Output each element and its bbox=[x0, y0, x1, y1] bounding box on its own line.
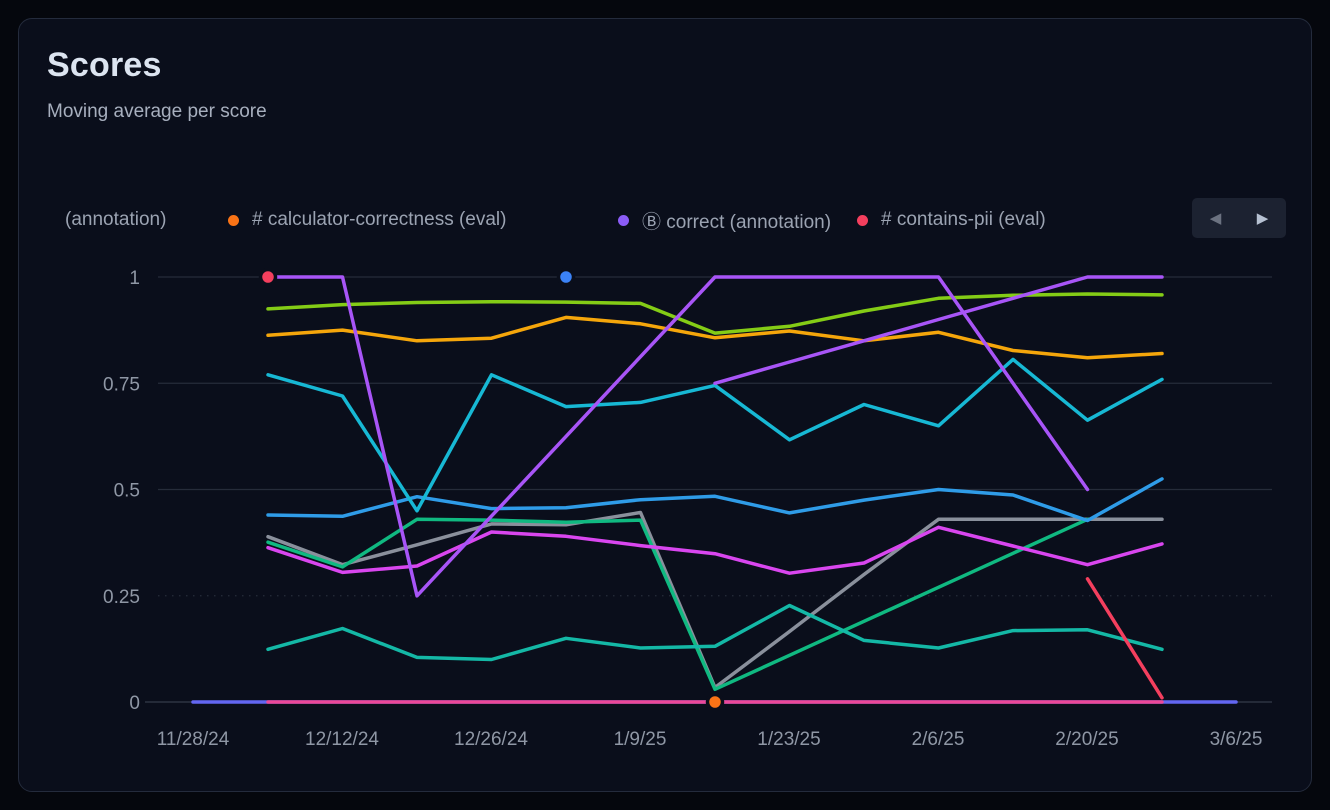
series-line-Ⓑ correct (annotation) bbox=[266, 275, 1090, 598]
left-chevron-icon: ◀ bbox=[1209, 210, 1222, 227]
x-tick-label: 11/28/24 bbox=[157, 729, 230, 750]
legend-dot-purple-icon bbox=[618, 214, 629, 226]
y-tick-label: 0.75 bbox=[103, 374, 140, 395]
y-tick-label: 0.5 bbox=[114, 481, 140, 502]
x-tick-label: 1/23/25 bbox=[757, 729, 820, 750]
scores-card bbox=[18, 18, 1312, 792]
x-tick-label: 2/6/25 bbox=[912, 729, 965, 750]
x-tick-label: 12/12/24 bbox=[305, 729, 379, 750]
data-point-# calculator-correctness (eval) bbox=[705, 692, 725, 712]
series-line-series-purple-rising bbox=[713, 275, 1164, 386]
data-point-# contains-pii (eval) bbox=[258, 267, 278, 287]
legend-dot-red-icon bbox=[857, 214, 868, 226]
x-tick-label: 3/6/25 bbox=[1210, 729, 1263, 750]
x-tick-label: 1/9/25 bbox=[614, 729, 667, 750]
x-tick-label: 2/20/25 bbox=[1055, 729, 1118, 750]
series-line-# contains-pii (eval) bbox=[1085, 577, 1164, 700]
page-subtitle: Moving average per score bbox=[47, 101, 267, 122]
legend-dot-orange-icon bbox=[228, 214, 239, 226]
series-line-series-lime bbox=[266, 292, 1164, 335]
series-line-series-blue bbox=[266, 477, 1164, 523]
x-tick-label: 12/26/24 bbox=[454, 729, 528, 750]
legend-label: Ⓑ correct (annotation) bbox=[642, 211, 832, 233]
series-line-series-teal bbox=[266, 603, 1164, 662]
series-line-series-cyan bbox=[266, 357, 1164, 513]
series-line-series-magenta bbox=[266, 525, 1164, 575]
legend-item-contains-pii[interactable]: # contains-pii (eval) bbox=[857, 206, 1046, 234]
legend-label: # calculator-correctness (eval) bbox=[252, 209, 507, 230]
y-tick-label: 0.25 bbox=[103, 587, 140, 608]
page-title: Scores bbox=[47, 46, 162, 84]
y-tick-label: 0 bbox=[129, 693, 140, 714]
series-line-series-amber bbox=[266, 315, 1164, 360]
data-point-series-blue-dot bbox=[556, 267, 576, 287]
legend-label: # contains-pii (eval) bbox=[881, 209, 1046, 230]
legend-scroll-controls: ◀ ▶ bbox=[1192, 198, 1286, 238]
legend-item-calculator-correctness[interactable]: # calculator-correctness (eval) bbox=[228, 206, 506, 234]
legend-label: (annotation) bbox=[65, 209, 167, 230]
series-line-series-emerald bbox=[266, 517, 1090, 692]
legend-prev-button[interactable]: ◀ bbox=[1192, 198, 1239, 238]
y-tick-label: 1 bbox=[129, 268, 140, 289]
legend-item-correct-annotation[interactable]: Ⓑ correct (annotation) bbox=[618, 206, 831, 234]
legend-item-annotation-truncated[interactable]: (annotation) bbox=[65, 206, 166, 234]
right-chevron-icon: ▶ bbox=[1256, 210, 1269, 227]
legend-next-button[interactable]: ▶ bbox=[1239, 198, 1286, 238]
